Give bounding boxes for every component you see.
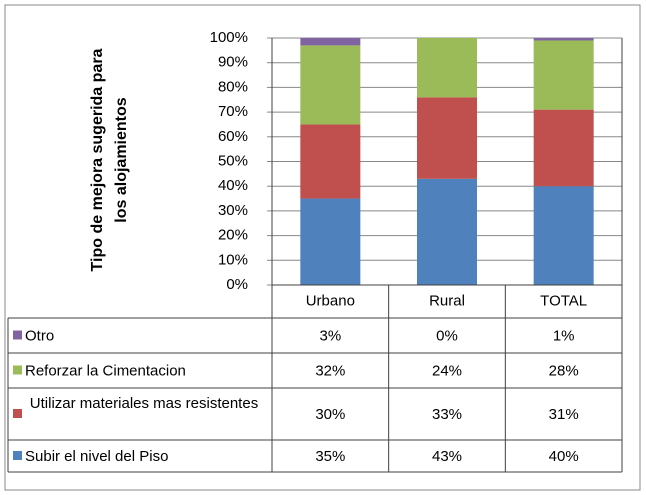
data-label: 32% <box>315 362 345 379</box>
bar-segment <box>533 109 594 187</box>
data-label: 30% <box>315 406 345 423</box>
data-label: 40% <box>549 448 579 465</box>
bar-segment <box>417 178 477 285</box>
y-tick-label: 100% <box>210 29 248 46</box>
legend-swatch <box>13 330 22 340</box>
legend-swatch <box>13 365 22 375</box>
y-axis-label-line: Tipo de mejora sugerida para <box>89 48 106 271</box>
legend-label: Reforzar la Cimentacion <box>25 362 186 379</box>
y-tick-label: 40% <box>218 177 248 194</box>
y-tick-label: 30% <box>218 202 248 219</box>
data-label: 33% <box>432 406 462 423</box>
y-axis-label-line: los alojamientos <box>113 97 130 222</box>
y-axis-label: Tipo de mejora sugerida para los alojamie… <box>89 48 130 271</box>
x-tick-label: Rural <box>429 292 465 309</box>
y-tick-label: 50% <box>218 152 248 169</box>
bar-segment <box>417 38 477 98</box>
data-label: 3% <box>319 327 341 344</box>
data-label: 24% <box>432 362 462 379</box>
y-tick-label: 70% <box>218 103 248 120</box>
y-tick-label: 0% <box>226 276 248 293</box>
legend-label: Otro <box>25 327 54 344</box>
bar-segment <box>300 198 361 285</box>
y-tick-label: 20% <box>218 227 248 244</box>
x-tick-label: TOTAL <box>540 292 587 309</box>
y-tick-label: 90% <box>218 54 248 71</box>
bar-segment <box>300 124 361 199</box>
data-label: 31% <box>549 406 579 423</box>
bar-segment <box>300 38 361 46</box>
bar-segment <box>533 38 594 41</box>
data-label: 35% <box>315 448 345 465</box>
data-label: 28% <box>549 362 579 379</box>
legend-swatch <box>13 409 22 418</box>
y-tick-label: 80% <box>218 78 248 95</box>
bar-segment <box>300 45 361 125</box>
legend-label: Utilizar materiales mas resistentes <box>29 395 259 412</box>
bar-segment <box>533 186 594 285</box>
bar-segment <box>417 97 477 179</box>
y-tick-label: 10% <box>218 251 248 268</box>
x-tick-label: Urbano <box>306 292 355 309</box>
legend-label-box: Utilizar materiales mas resistentes <box>29 395 259 412</box>
data-label: 0% <box>436 327 458 344</box>
legend-swatch <box>13 451 22 460</box>
data-label: 1% <box>553 327 575 344</box>
bar-segment <box>533 40 594 110</box>
legend-label: Subir el nivel del Piso <box>25 448 168 465</box>
data-label: 43% <box>432 448 462 465</box>
y-tick-label: 60% <box>218 128 248 145</box>
